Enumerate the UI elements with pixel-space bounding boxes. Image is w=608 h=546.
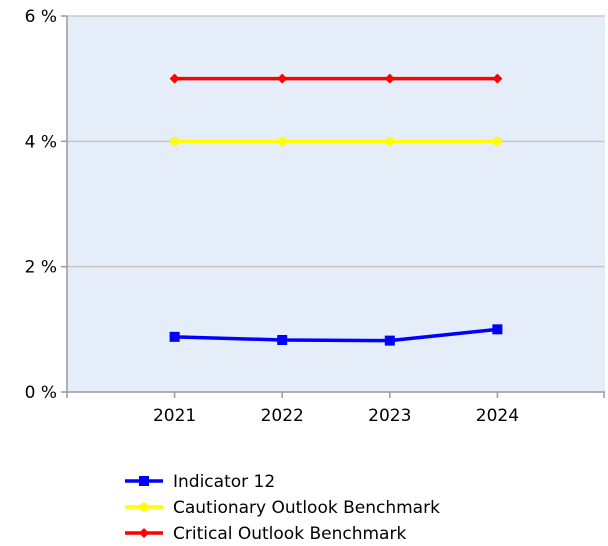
legend-item: Cautionary Outlook Benchmark	[125, 498, 440, 518]
data-point	[277, 136, 287, 146]
data-point	[385, 136, 395, 146]
x-tick-label: 2023	[368, 406, 411, 426]
y-axis-ticks: 0 % 2 % 4 % 6 %	[25, 7, 67, 403]
x-tick-label: 2022	[261, 406, 304, 426]
series-0	[169, 324, 503, 346]
data-point	[384, 73, 395, 84]
data-point	[492, 136, 502, 146]
x-axis-ticks: 2021 2022 2023 2024	[66, 392, 605, 426]
data-point	[277, 73, 288, 84]
legend-label: Critical Outlook Benchmark	[173, 524, 406, 544]
x-tick-label: 2021	[153, 406, 196, 426]
legend-label: Indicator 12	[173, 472, 275, 492]
data-point	[169, 331, 180, 342]
data-point	[170, 136, 180, 146]
y-tick-label: 6 %	[25, 7, 57, 27]
data-point	[492, 324, 503, 335]
plot-area	[67, 16, 605, 392]
legend-item: Critical Outlook Benchmark	[125, 524, 406, 544]
series-1	[170, 136, 502, 146]
data-point	[277, 334, 288, 345]
legend: Indicator 12 Cautionary Outlook Benchmark…	[125, 472, 440, 544]
legend-marker	[139, 528, 149, 538]
y-tick-label: 0 %	[25, 383, 57, 403]
x-tick-label: 2024	[476, 406, 519, 426]
series-2	[169, 73, 503, 84]
legend-item: Indicator 12	[125, 472, 275, 492]
series-group	[169, 73, 503, 346]
data-point	[169, 73, 180, 84]
y-tick-label: 2 %	[25, 258, 57, 278]
y-tick-label: 4 %	[25, 132, 57, 152]
legend-marker	[139, 502, 149, 512]
legend-label: Cautionary Outlook Benchmark	[173, 498, 440, 518]
data-point	[384, 335, 395, 346]
series-line	[174, 327, 498, 343]
legend-marker	[139, 476, 149, 486]
data-point	[492, 73, 503, 84]
